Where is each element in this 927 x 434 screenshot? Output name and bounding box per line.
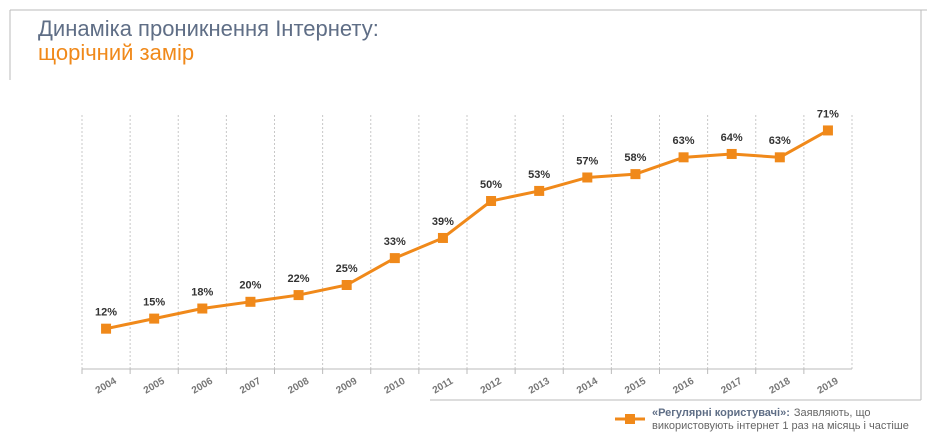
marker <box>341 280 352 290</box>
chart-subtitle: щорічний замір <box>38 40 194 65</box>
x-tick-label: 2009 <box>334 376 359 397</box>
marker <box>293 290 304 301</box>
x-tick-label: 2013 <box>527 376 552 397</box>
marker <box>245 296 256 307</box>
x-tick-label: 2011 <box>431 376 456 397</box>
marker <box>149 313 160 324</box>
x-tick-label: 2017 <box>719 376 744 397</box>
marker <box>389 253 400 264</box>
marker <box>197 303 208 314</box>
data-label: 63% <box>673 135 695 147</box>
x-tick-label: 2005 <box>142 376 167 397</box>
x-tick-label: 2014 <box>575 376 600 397</box>
legend-note: Заявляють, що <box>794 407 871 419</box>
line <box>105 129 829 331</box>
data-label: 63% <box>769 135 791 147</box>
x-tick-label: 2016 <box>671 376 696 397</box>
chart-title: Динаміка проникнення Інтернету: <box>38 16 379 41</box>
legend-note: використовують інтернет 1 раз на місяць … <box>652 420 909 432</box>
x-tick-label: 2008 <box>286 376 311 397</box>
x-tick-label: 2007 <box>238 376 263 397</box>
data-label: 22% <box>288 273 310 285</box>
data-label: 58% <box>624 152 646 164</box>
legend-marker <box>625 414 635 424</box>
marker <box>630 169 641 180</box>
marker <box>101 323 112 334</box>
data-label: 33% <box>384 236 406 248</box>
data-label: 39% <box>432 216 454 228</box>
marker <box>486 196 497 206</box>
marker <box>582 172 593 183</box>
marker <box>678 152 689 163</box>
x-tick-label: 2010 <box>382 376 407 397</box>
data-label: 18% <box>191 286 213 298</box>
marker <box>774 152 785 163</box>
data-label: 71% <box>817 108 839 120</box>
legend-label: «Регулярні користувачі»: <box>652 407 790 419</box>
data-label: 25% <box>336 263 358 275</box>
data-label: 50% <box>480 179 502 191</box>
data-label: 12% <box>95 307 117 319</box>
marker <box>437 232 448 243</box>
x-tick-label: 2019 <box>816 376 841 397</box>
x-tick-label: 2012 <box>479 376 504 397</box>
marker <box>822 125 833 136</box>
data-label: 20% <box>239 280 261 292</box>
x-tick-label: 2006 <box>190 376 215 397</box>
marker <box>534 185 545 196</box>
x-tick-label: 2004 <box>94 376 119 397</box>
data-label: 15% <box>143 297 165 309</box>
legend-text: «Регулярні користувачі»: Заявляють, що <box>652 407 871 419</box>
x-tick-label: 2018 <box>767 376 792 397</box>
data-label: 53% <box>528 169 550 181</box>
data-label: 64% <box>721 132 743 144</box>
data-label: 57% <box>576 155 598 167</box>
marker <box>726 148 737 159</box>
x-tick-label: 2015 <box>623 376 648 397</box>
